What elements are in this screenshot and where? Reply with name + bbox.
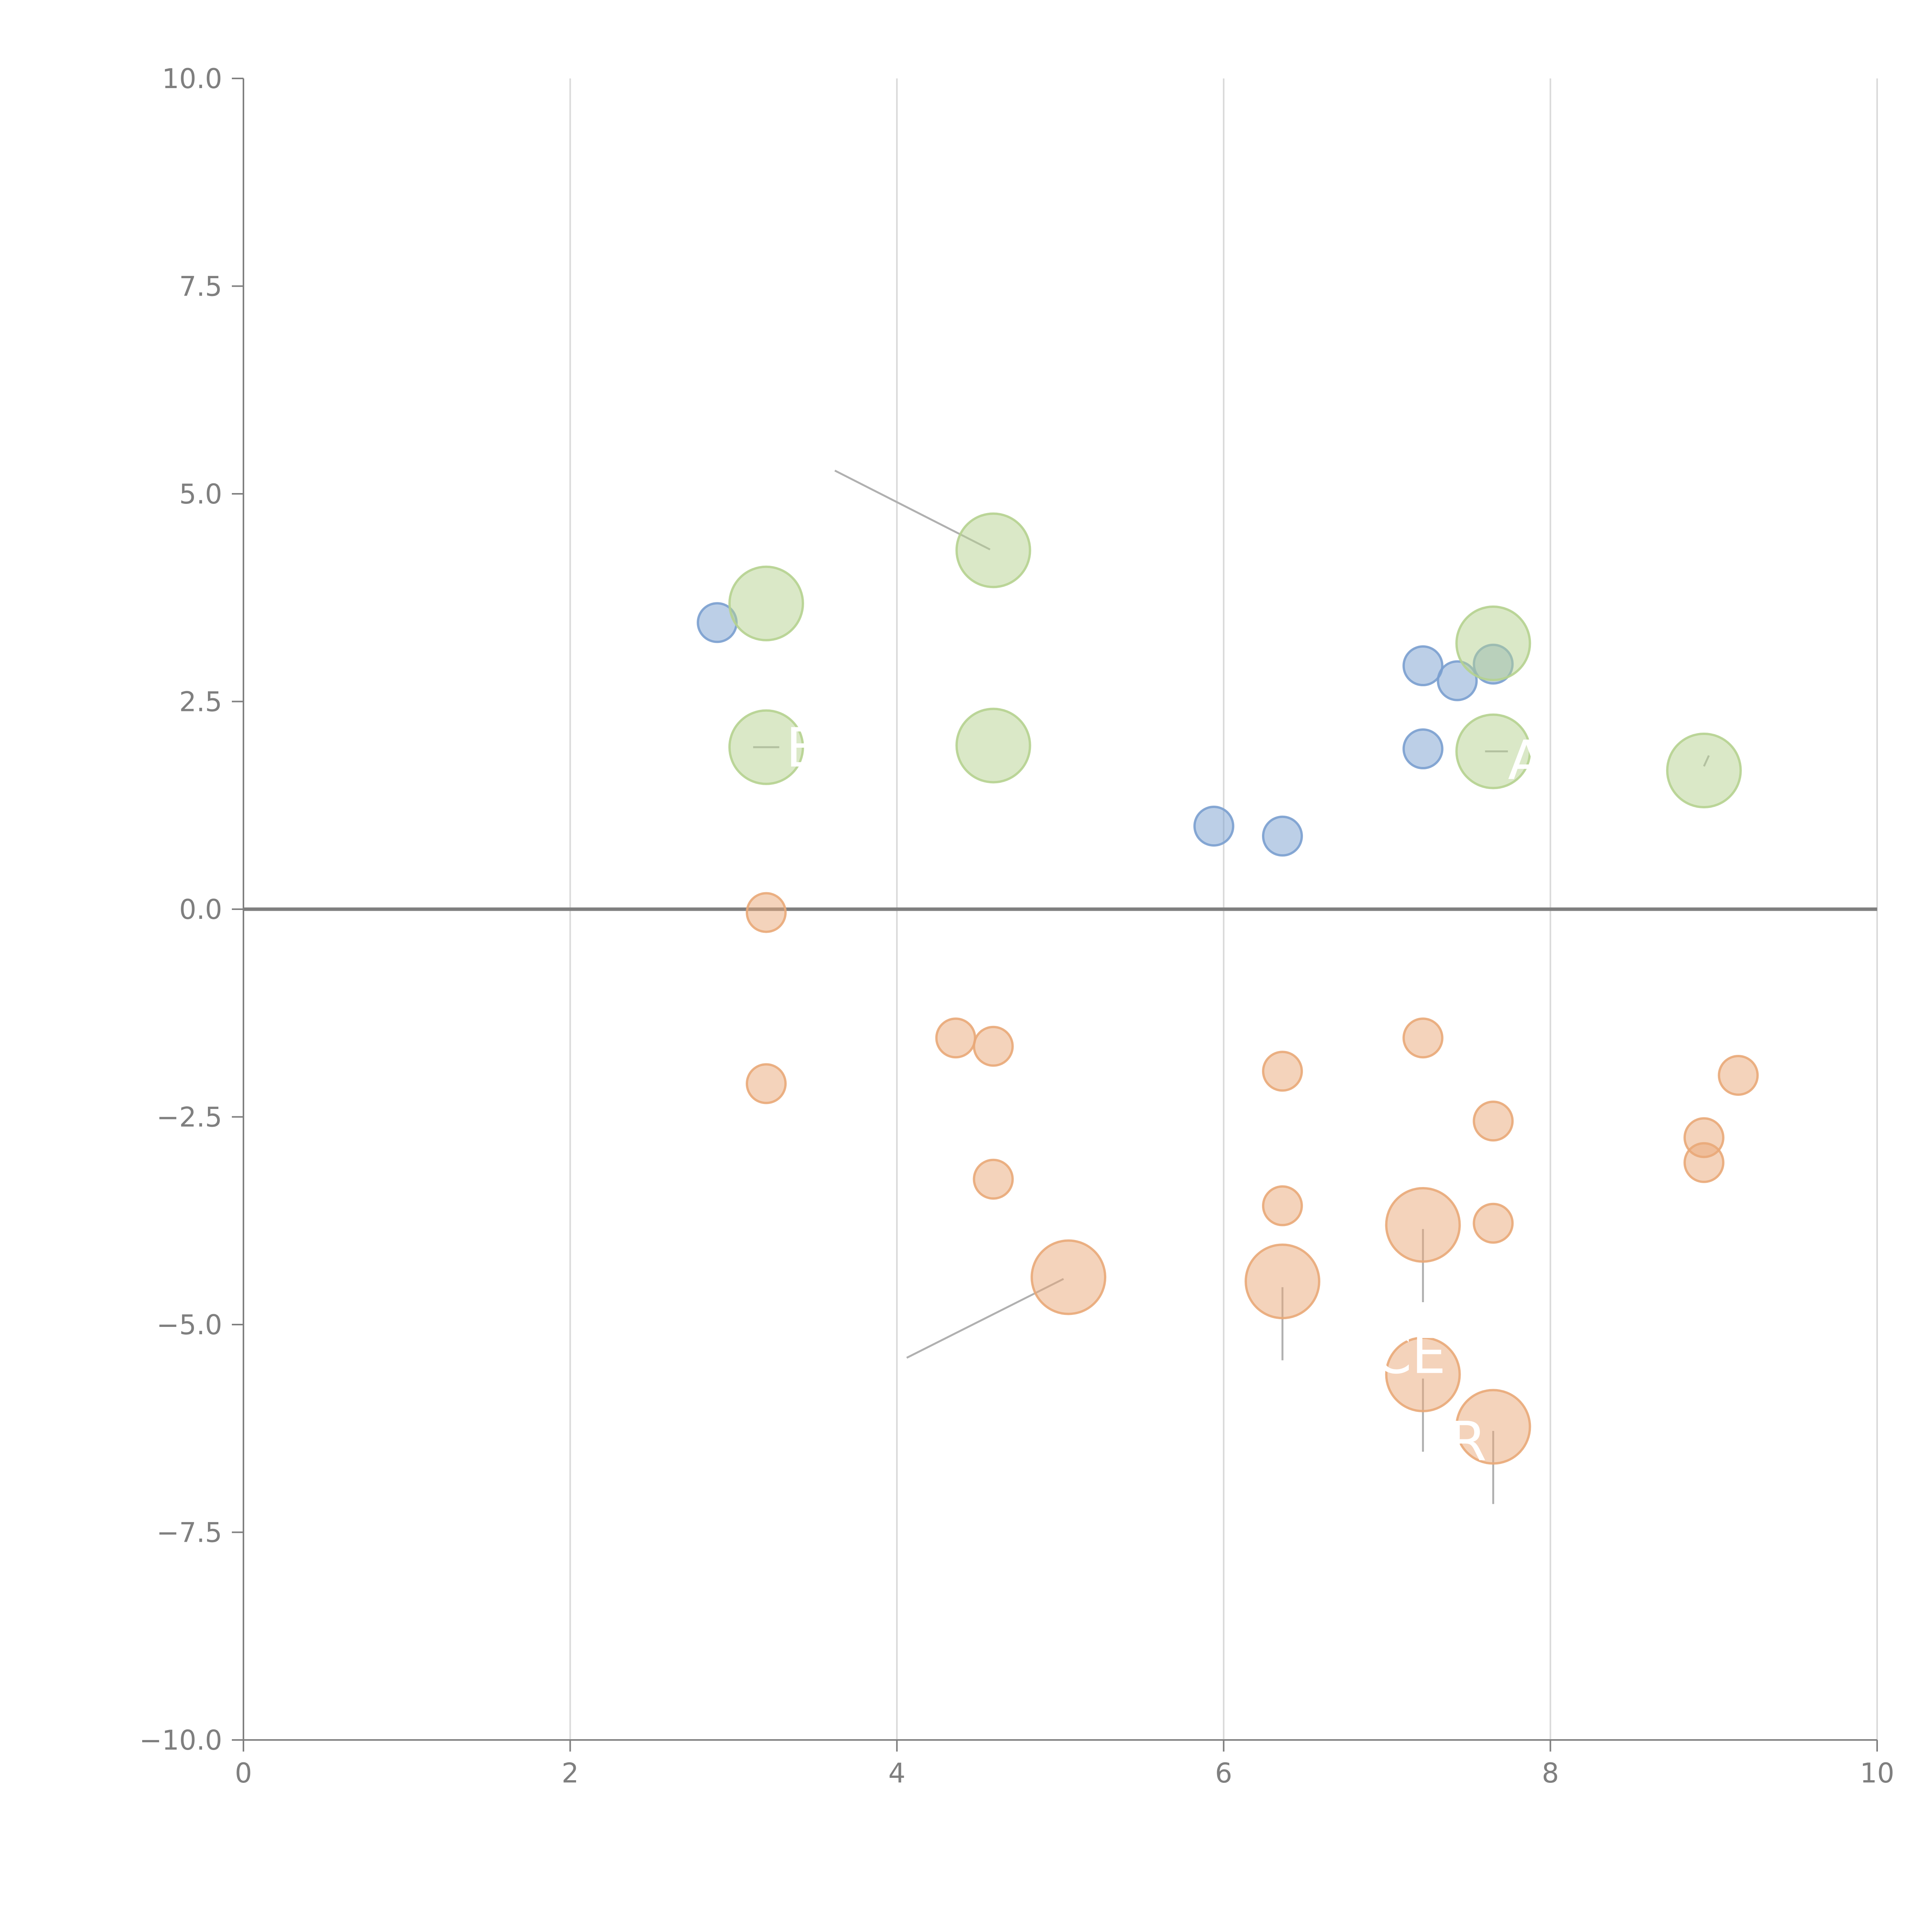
data-point-orange [1385,1337,1461,1412]
annotation-layer: B A CER [786,717,1545,1473]
data-point-orange [973,1026,1014,1067]
x-tick-label: 10 [1860,1757,1894,1789]
data-point-green [955,512,1031,588]
data-point-orange [1385,1187,1461,1263]
y-tick-label: 2.5 [179,686,222,718]
y-tick-label: 10.0 [162,63,222,95]
data-point-orange [1683,1142,1725,1183]
y-tick-label: −7.5 [156,1517,222,1549]
x-tick-label: 0 [235,1757,252,1789]
annotation-label: B [786,717,823,780]
data-point-orange [1031,1239,1107,1315]
data-point-blue [1402,645,1444,687]
data-point-green [1455,605,1531,681]
data-point-green [728,709,804,785]
data-point-orange [1473,1100,1514,1142]
data-point-orange [1473,1202,1514,1244]
annotation-label: CE [1374,1323,1446,1386]
data-point-orange [1455,1389,1531,1465]
data-point-orange [1718,1055,1759,1096]
data-point-orange [973,1158,1014,1200]
data-point-green [1666,732,1742,808]
y-tick-label: −5.0 [156,1309,222,1341]
y-tick-label: 0.0 [179,894,222,925]
data-point-layer [697,512,1759,1465]
data-point-blue [1402,728,1444,770]
data-point-blue [1437,660,1478,701]
data-point-orange [1245,1243,1321,1320]
data-point-green [955,707,1031,784]
data-point-orange [1262,1051,1303,1092]
data-point-orange [1402,1017,1444,1059]
data-point-orange [745,1063,787,1104]
annotation-label: A [1508,729,1545,792]
x-tick-label: 6 [1215,1757,1233,1789]
x-tick-label: 2 [561,1757,579,1789]
y-tick-label: 7.5 [179,271,222,303]
y-tick-label: 5.0 [179,478,222,510]
data-point-orange [935,1017,976,1059]
y-tick-label: −10.0 [139,1725,222,1756]
data-point-orange [745,892,787,933]
data-point-green [1455,713,1531,789]
annotation-label: R [1449,1410,1486,1473]
x-tick-label: 8 [1542,1757,1559,1789]
y-tick-label: −2.5 [156,1102,222,1133]
data-point-orange [1262,1185,1303,1226]
axis-layer: 0 2 4 6 8 10 10.0 7.5 5.0 2.5 0.0 −2.5 −5.0 −7.5 −10.0 [139,63,1894,1789]
data-point-blue [1193,806,1235,847]
data-point-blue [1262,815,1303,857]
x-tick-label: 4 [888,1757,906,1789]
data-point-green [728,565,804,641]
